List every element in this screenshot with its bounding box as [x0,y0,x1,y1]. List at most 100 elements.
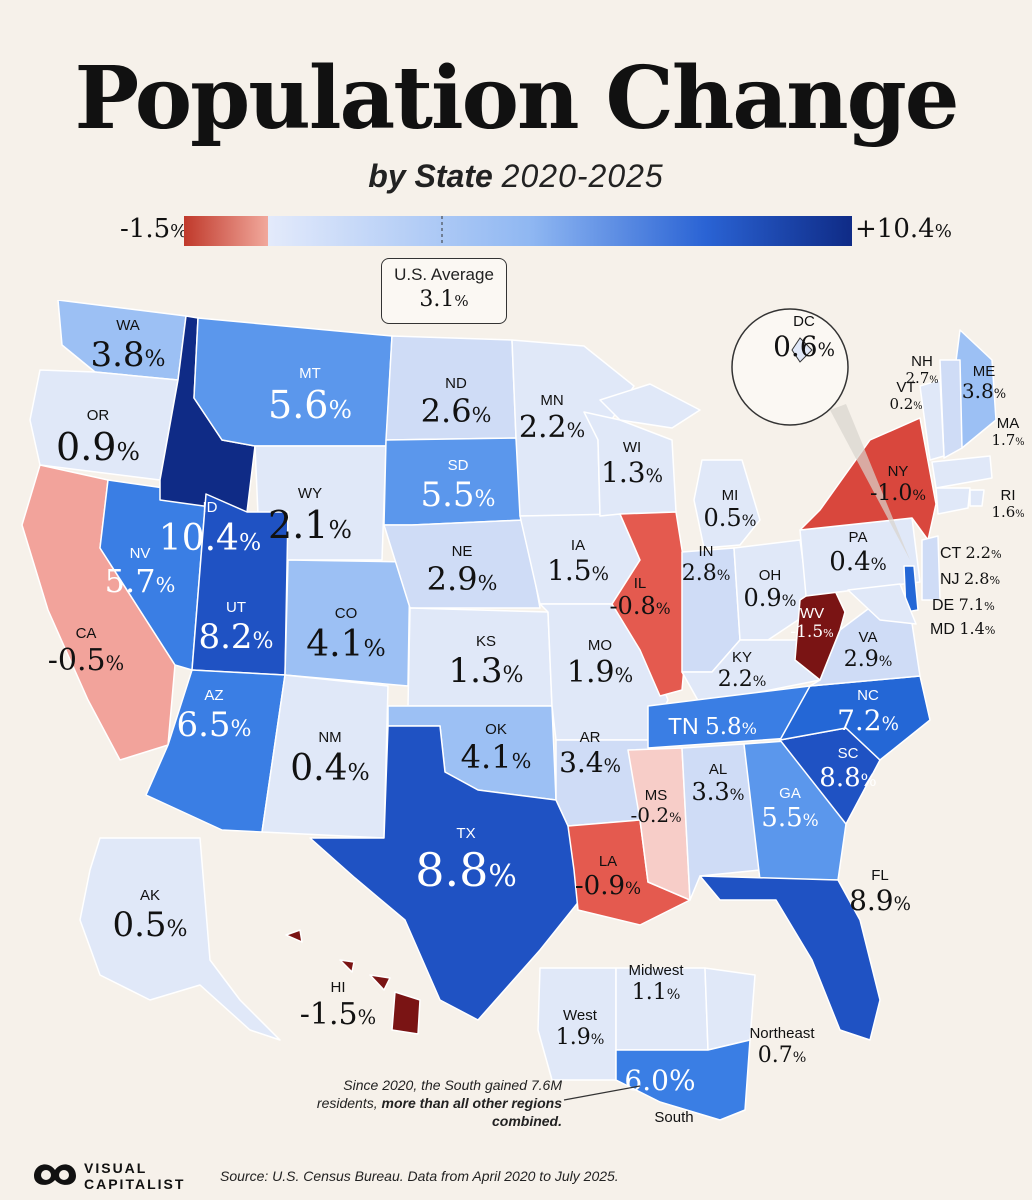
state-md [847,583,917,625]
label-vt: VT0.2% [889,379,922,413]
label-mn-value: 2.2% [519,410,585,445]
label-pa-value: 0.4% [829,547,886,577]
state-ct [935,487,971,515]
label-vt-name: VT [896,379,915,396]
legend-min: -1.5% [120,214,188,244]
label-la-name: LA [599,853,617,870]
state-ak [79,837,281,1041]
label-ne-name: NE [452,543,473,560]
label-al: AL3.3% [692,761,745,806]
state-mi [599,383,761,549]
note-pointer [563,1085,641,1101]
label-me: ME3.8% [962,363,1006,403]
label-mi-name: MI [722,487,739,504]
label-ok-name: OK [485,721,507,738]
label-az: AZ6.5% [176,687,251,745]
subtitle-range: 2020-2025 [501,158,664,194]
label-vt-value: 0.2% [889,395,922,413]
label-wa: WA3.8% [90,317,165,375]
label-mo: MO1.9% [567,637,633,690]
label-tx-value: 8.8% [415,843,517,897]
label-south-name: South [654,1109,693,1126]
label-mn: MN2.2% [519,392,585,445]
label-nh: NH2.7% [905,353,938,387]
label-mi: MI0.5% [704,487,757,532]
label-ar-name: AR [580,729,601,746]
label-ak: AK0.5% [112,887,187,945]
label-wy-value: 2.1% [268,503,352,547]
label-ar: AR3.4% [559,729,621,779]
label-me-value: 3.8% [962,379,1006,403]
label-ct-text: CT 2.2% [940,543,1002,562]
label-west-value: 1.9% [556,1025,605,1050]
label-pa-name: PA [849,529,868,546]
us-state-map: WA3.8%OR0.9%CA-0.5%NV5.7%ID10.4%MT5.6%WY… [21,300,1025,1126]
label-wv: WV-1.5% [790,605,833,642]
label-sc-value: 8.8% [819,763,876,793]
state-ma [931,455,993,489]
label-nj-text: NJ 2.8% [940,569,1000,588]
label-nv-value: 5.7% [105,562,176,600]
label-mo-value: 1.9% [567,655,633,690]
label-tn-text: TN 5.8% [668,713,757,740]
state-ri [969,489,985,507]
label-il: IL-0.8% [609,575,670,620]
label-wa-value: 3.8% [90,335,165,375]
label-south-value: 6.0% [624,1064,695,1097]
label-ma: MA1.7% [991,415,1024,449]
state-vt [919,379,945,461]
us-average-label: U.S. Average [394,265,494,284]
label-nc: NC7.2% [837,687,899,737]
label-northeast-name: Northeast [749,1025,815,1042]
label-ga: GA5.5% [761,785,818,833]
label-nh-name: NH [911,353,933,370]
label-ky-name: KY [732,649,752,666]
label-west-name: West [563,1007,598,1024]
label-ct: CT 2.2% [940,543,1002,562]
label-nh-value: 2.7% [905,369,938,387]
label-hi-name: HI [331,979,346,996]
us-average-value: 3.1% [419,287,469,312]
south-note: Since 2020, the South gained 7.6M reside… [316,1077,562,1129]
label-midwest-value: 1.1% [632,980,681,1005]
label-tx-name: TX [456,825,475,842]
label-midwest-name: Midwest [628,962,684,979]
label-ok-value: 4.1% [461,738,532,776]
label-fl-name: FL [871,867,889,884]
label-nd: ND2.6% [421,375,492,430]
label-mt-value: 5.6% [268,383,352,427]
label-va-value: 2.9% [844,647,893,672]
label-nm-value: 0.4% [290,748,370,789]
label-il-name: IL [634,575,647,592]
label-co: CO 4.1% [306,605,386,665]
label-ut-name: UT [226,599,246,616]
label-mi-value: 0.5% [704,504,757,532]
label-ne-value: 2.9% [427,560,498,598]
label-ks: KS1.3% [448,633,523,691]
label-id: ID 10.4% [159,499,261,559]
label-ri-value: 1.6% [991,503,1024,521]
label-nd-name: ND [445,375,467,392]
source-note: Source: U.S. Census Bureau. Data from Ap… [220,1168,619,1184]
label-va: VA2.9% [844,629,893,672]
label-id-name: ID [203,499,218,516]
label-ak-name: AK [140,887,160,904]
dc-inset-circle [731,308,849,426]
label-oh: OH0.9% [744,567,797,612]
map-subtitle: by State 2020-2025 [0,158,1032,195]
label-al-value: 3.3% [692,778,745,806]
state-hi [285,929,421,1035]
label-md-text: MD 1.4% [930,619,996,638]
label-ky: KY2.2% [718,649,767,692]
state-ms [627,747,691,901]
label-tx: TX8.8% [415,825,517,897]
label-ms-name: MS [645,787,668,804]
label-ms: MS-0.2% [631,787,682,827]
state-fl [699,875,881,1041]
label-hi-value: -1.5% [300,997,376,1032]
label-il-value: -0.8% [609,592,670,620]
state-dc [791,337,813,363]
label-dc-name: DC [793,313,815,330]
